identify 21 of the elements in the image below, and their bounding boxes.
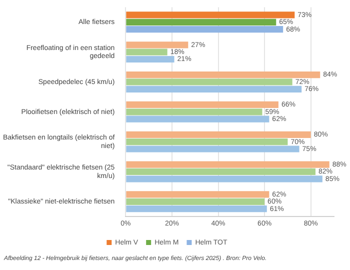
bar: [126, 78, 292, 86]
bar: [126, 146, 300, 152]
bar: [126, 161, 330, 168]
bar: [126, 86, 302, 92]
bar: [126, 131, 311, 138]
bar: [126, 138, 288, 146]
bar: [126, 168, 316, 176]
bar: [126, 42, 188, 48]
bar: [126, 101, 278, 108]
bar: [126, 56, 174, 63]
bar: [126, 18, 276, 26]
bar: [126, 108, 262, 116]
bar: [126, 191, 270, 198]
bar: [126, 176, 322, 182]
bar: [126, 116, 270, 122]
bar: [126, 206, 267, 212]
bar: [126, 72, 320, 78]
bar: [126, 26, 284, 33]
bar: [126, 12, 295, 18]
bar: [126, 198, 265, 205]
bar: [126, 48, 168, 56]
